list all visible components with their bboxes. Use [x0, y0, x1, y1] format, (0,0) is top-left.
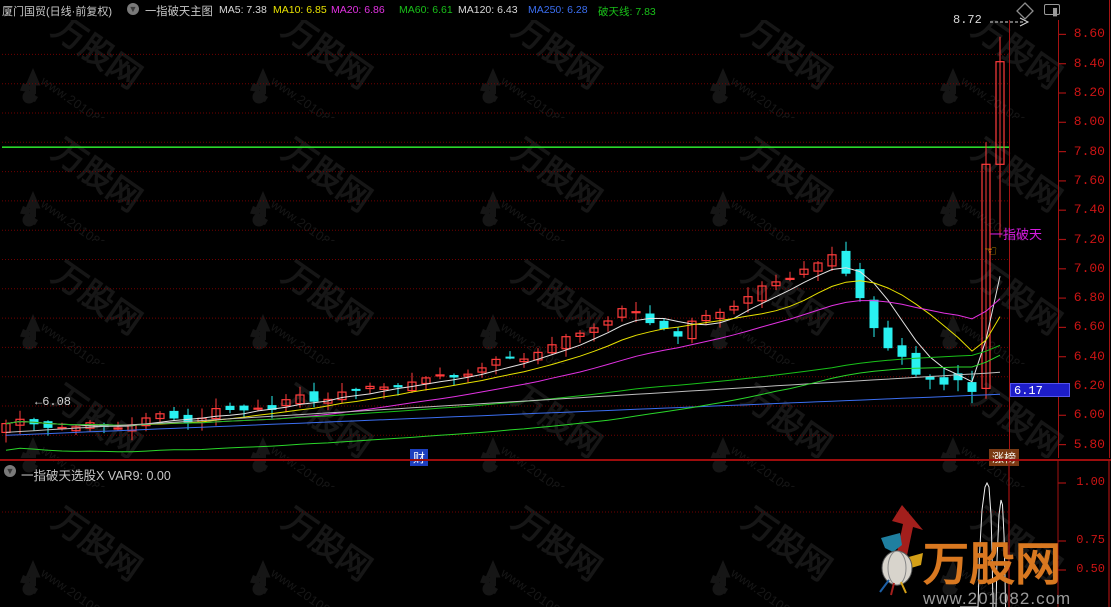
svg-text:www.201082.com: www.201082.com	[922, 589, 1071, 607]
svg-text:万股网: 万股网	[923, 538, 1061, 590]
